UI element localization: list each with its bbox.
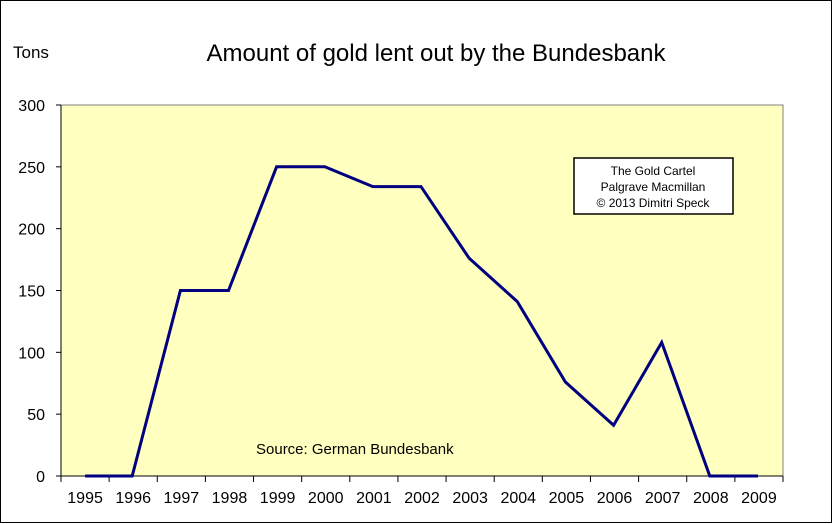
- x-tick-label: 2003: [452, 490, 488, 507]
- x-tick-label: 1998: [212, 490, 248, 507]
- copyright-line-3: © 2013 Dimitri Speck: [597, 196, 711, 210]
- x-tick-label: 2004: [500, 490, 536, 507]
- series-line-gold-lent: [85, 165, 758, 478]
- source-note: Source: German Bundesbank: [256, 441, 454, 458]
- copyright-box: The Gold Cartel Palgrave Macmillan © 201…: [573, 157, 734, 215]
- x-tick-label: 1995: [67, 490, 103, 507]
- x-tick-label: 2001: [356, 490, 392, 507]
- y-tick-label: 100: [18, 345, 45, 362]
- y-tick-label: 0: [36, 469, 45, 486]
- x-tick-label: 2008: [693, 490, 729, 507]
- y-axis-label: Tons: [13, 43, 49, 62]
- copyright-line-1: The Gold Cartel: [611, 164, 696, 178]
- x-tick-label: 2007: [645, 490, 681, 507]
- x-axis-ticks: 1995 1996 1997 1998 1999 2000 2001 2002 2003 2004…: [60, 476, 784, 507]
- y-tick-label: 200: [18, 222, 45, 239]
- x-tick-label: 2005: [549, 490, 585, 507]
- y-tick-label: 150: [18, 284, 45, 301]
- x-tick-label: 2006: [597, 490, 633, 507]
- y-tick-label: 250: [18, 160, 45, 177]
- y-tick-label: 50: [27, 407, 45, 424]
- x-tick-label: 2002: [404, 490, 440, 507]
- x-tick-label: 2000: [308, 490, 344, 507]
- y-axis-ticks: 0 50 100 150 200 250 300: [18, 98, 61, 486]
- copyright-line-2: Palgrave Macmillan: [601, 180, 706, 194]
- y-tick-label: 300: [18, 98, 45, 115]
- x-tick-label: 1999: [260, 490, 296, 507]
- chart-title: Amount of gold lent out by the Bundesban…: [207, 40, 667, 67]
- x-tick-label: 1996: [115, 490, 151, 507]
- x-tick-label: 1997: [164, 490, 200, 507]
- x-tick-label: 2009: [741, 490, 777, 507]
